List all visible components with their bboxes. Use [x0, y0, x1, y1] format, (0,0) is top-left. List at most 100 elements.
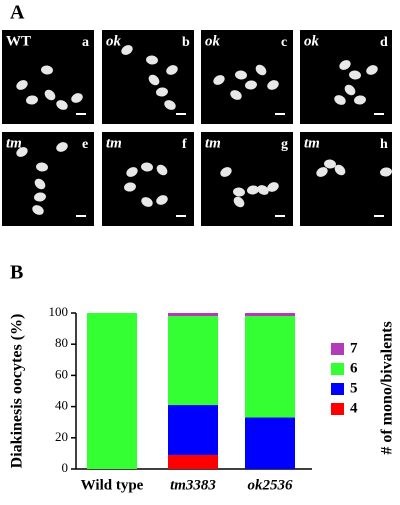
y-tick-label: 60 — [55, 366, 68, 381]
chromosome — [164, 100, 176, 110]
scale-bar — [176, 215, 186, 217]
chromosome — [41, 65, 53, 75]
chromosome — [56, 142, 68, 152]
chromosome — [156, 164, 168, 176]
chromosome — [334, 95, 346, 105]
y-axis-label: Diakinesis oocytes (%) — [9, 314, 26, 469]
chromosome — [56, 100, 68, 110]
scale-bar — [176, 113, 186, 115]
panel-letter: e — [82, 137, 88, 152]
chromosome — [32, 205, 44, 215]
strain-label: WT — [6, 33, 31, 49]
chromosome — [220, 167, 232, 177]
chromosome — [148, 74, 160, 86]
bar-segment — [168, 405, 218, 455]
chromosome — [267, 80, 279, 90]
chromosome — [233, 187, 245, 197]
panel-letter: a — [82, 35, 89, 50]
chromosome — [121, 45, 133, 55]
chromosome — [156, 195, 168, 205]
x-tick-label: ok2536 — [248, 477, 294, 493]
scale-bar — [76, 215, 86, 217]
chromosome — [235, 70, 247, 80]
y-tick-label: 40 — [55, 398, 68, 413]
chromosome — [344, 84, 356, 96]
chromosome — [245, 80, 257, 90]
micrograph — [2, 30, 94, 124]
bar-segment — [87, 313, 137, 469]
micrograph — [201, 132, 293, 226]
legend-label: 7 — [350, 340, 358, 356]
chromosome — [366, 65, 378, 75]
panel-label: A — [10, 2, 25, 24]
strain-label: ok — [106, 33, 122, 49]
chromosome — [141, 162, 153, 172]
chromosome — [71, 93, 83, 103]
micrograph — [102, 30, 194, 124]
bar-segment — [245, 316, 295, 418]
chromosome — [213, 75, 225, 85]
legend-label: 6 — [350, 360, 358, 376]
chromosome — [124, 182, 136, 192]
chromosome — [255, 64, 267, 76]
chromosome — [141, 197, 153, 207]
chromosome — [36, 162, 48, 172]
bar-segment — [245, 417, 295, 469]
legend-label: 5 — [350, 380, 358, 396]
scale-bar — [374, 113, 384, 115]
micrograph — [300, 132, 392, 226]
strain-label: tm — [106, 135, 122, 151]
strain-label: ok — [205, 33, 221, 49]
legend-swatch — [331, 343, 344, 355]
chromosome — [380, 167, 392, 177]
chromosome — [354, 95, 366, 105]
chromosome — [166, 65, 178, 75]
bar-segment — [168, 316, 218, 406]
chromosome — [34, 192, 46, 202]
panel-letter: g — [281, 137, 288, 152]
micrograph — [300, 30, 392, 124]
chromosome — [339, 60, 351, 70]
chromosome — [257, 185, 269, 195]
y-tick-label: 80 — [55, 335, 68, 350]
chromosome — [126, 167, 138, 177]
chromosome — [16, 147, 28, 157]
chromosome — [267, 182, 279, 192]
chromosome — [316, 167, 328, 177]
legend-swatch — [331, 403, 344, 415]
chromosome — [16, 80, 28, 90]
strain-label: ok — [304, 33, 320, 49]
chromosome — [34, 178, 46, 190]
chromosome — [44, 89, 56, 101]
chromosome — [233, 196, 245, 208]
strain-label: tm — [6, 135, 22, 151]
scale-bar — [374, 215, 384, 217]
chromosome — [247, 185, 259, 195]
panel-label: B — [10, 262, 23, 284]
x-tick-label: Wild type — [81, 477, 144, 493]
y-tick-label: 100 — [49, 304, 69, 319]
micrograph — [102, 132, 194, 226]
y-tick-label: 20 — [55, 429, 68, 444]
legend-title: # of mono/bivalents — [379, 321, 396, 454]
bar-segment — [168, 454, 218, 469]
x-tick-label: tm3383 — [170, 477, 216, 493]
chromosome — [334, 164, 346, 176]
scale-bar — [275, 215, 285, 217]
micrograph — [2, 132, 94, 226]
legend-label: 4 — [350, 400, 358, 416]
y-tick-label: 0 — [62, 460, 69, 475]
chromosome — [230, 90, 242, 100]
strain-label: tm — [205, 135, 221, 151]
panel-letter: f — [182, 137, 187, 152]
chromosome — [156, 87, 168, 97]
panel-letter: h — [380, 137, 388, 152]
chromosome — [146, 55, 158, 65]
panel-letter: b — [182, 35, 190, 50]
chromosome — [324, 159, 336, 169]
scale-bar — [76, 113, 86, 115]
chromosome — [26, 95, 38, 105]
chromosome — [349, 70, 361, 80]
legend-swatch — [331, 383, 344, 395]
